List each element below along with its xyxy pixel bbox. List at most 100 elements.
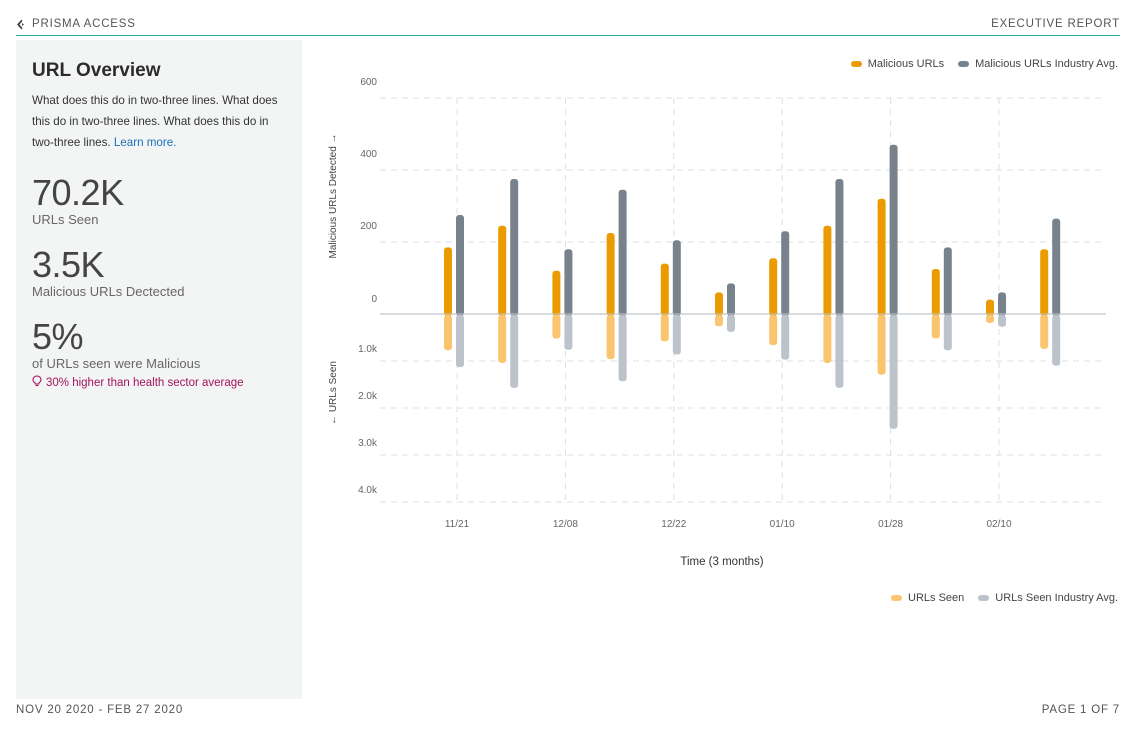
y-tick-label-bottom: 4.0k	[358, 485, 378, 496]
bar-seen	[552, 315, 561, 339]
bar-malicious-avg	[889, 144, 898, 316]
bar-seen-avg	[618, 315, 627, 382]
legend-item-seen[interactable]: URLs Seen	[891, 592, 964, 604]
y-axis-title-top: Malicious URLs Detected →	[328, 133, 339, 258]
bar-seen	[1040, 315, 1049, 349]
stat-malicious-percent: 5% of URLs seen were Malicious	[32, 317, 286, 371]
description-text: What does this do in two-three lines. Wh…	[32, 94, 278, 149]
bar-seen	[444, 315, 452, 351]
bar-malicious-avg	[618, 189, 627, 316]
x-tick-label: 12/08	[553, 519, 578, 530]
bar-seen-avg	[889, 315, 898, 429]
lightbulb-icon	[32, 375, 42, 390]
legend-swatch	[958, 61, 970, 67]
legend-swatch	[978, 595, 990, 601]
bar-seen	[986, 315, 994, 323]
bar-seen-avg	[781, 315, 790, 360]
y-tick-label-top: 600	[360, 77, 377, 88]
stat-label: Malicious URLs Dectected	[32, 284, 185, 299]
y-tick-label-bottom: 3.0k	[358, 438, 378, 449]
bar-malicious-avg	[835, 179, 844, 316]
bar-malicious	[931, 269, 940, 316]
bar-malicious-avg	[1052, 218, 1061, 316]
bar-malicious-avg	[998, 292, 1006, 316]
url-chart: 600 400 200 0 1.0k 2.0k 3.0k 4.0k 11/21 12/08 12/2…	[318, 50, 1118, 620]
chart-canvas: 600 400 200 0 1.0k 2.0k 3.0k 4.0k 11/21 12/08 12/2…	[328, 77, 1106, 568]
page-indicator: PAGE 1 OF 7	[1041, 704, 1120, 716]
x-tick-label: 01/28	[878, 519, 903, 530]
x-tick-label: 12/22	[661, 519, 686, 530]
bar-malicious	[660, 263, 669, 316]
legend-label: Malicious URLs Industry Avg.	[975, 58, 1118, 70]
bar-seen	[715, 315, 723, 327]
legend-label: URLs Seen Industry Avg.	[995, 592, 1118, 604]
stat-label: URLs Seen	[32, 212, 99, 227]
x-tick-label: 02/10	[986, 519, 1011, 530]
overview-panel: URL Overview What does this do in two-th…	[16, 40, 302, 699]
bar-malicious-avg	[672, 240, 681, 316]
date-range: NOV 20 2020 - FEB 27 2020	[16, 704, 184, 716]
bar-seen	[660, 315, 669, 342]
bar-seen-avg	[510, 315, 519, 388]
brand: PRISMA ACCESS	[16, 18, 136, 30]
bar-seen-avg	[564, 315, 573, 350]
bar-seen-avg	[1052, 315, 1061, 366]
panel-description: What does this do in two-three lines. Wh…	[32, 90, 284, 153]
bar-malicious	[552, 270, 561, 316]
x-tick-label: 01/10	[770, 519, 795, 530]
stat-label: of URLs seen were Malicious	[32, 356, 201, 371]
stat-malicious-detected: 3.5K Malicious URLs Dectected	[32, 245, 286, 299]
bar-malicious-avg	[456, 215, 464, 316]
stat-value: 3.5K	[32, 244, 105, 285]
y-axis-title-bottom: ← URLs Seen	[328, 361, 339, 425]
learn-more-link[interactable]: Learn more.	[113, 136, 177, 149]
bar-seen-avg	[456, 315, 464, 368]
legend-item-malicious[interactable]: Malicious URLs	[850, 58, 944, 70]
bar-seen	[931, 315, 940, 339]
legend-item-malicious-avg[interactable]: Malicious URLs Industry Avg.	[958, 58, 1118, 70]
bar-malicious	[1040, 249, 1049, 316]
bar-seen-avg	[672, 315, 681, 355]
stat-value: 5%	[32, 316, 84, 357]
stat-value: 70.2K	[32, 172, 124, 213]
panel-title: URL Overview	[32, 60, 161, 81]
bar-seen-avg	[943, 315, 952, 351]
legend-item-seen-avg[interactable]: URLs Seen Industry Avg.	[978, 592, 1118, 604]
y-tick-label-top: 0	[371, 294, 377, 305]
y-tick-label-bottom: 2.0k	[358, 391, 378, 402]
y-tick-label-top: 200	[360, 221, 377, 232]
bar-seen	[498, 315, 507, 363]
legend-bottom: URLs Seen URLs Seen Industry Avg.	[877, 592, 1118, 604]
bar-malicious	[444, 247, 452, 316]
bar-malicious-avg	[781, 231, 790, 316]
bar-seen-avg	[835, 315, 844, 388]
legend-top: Malicious URLs Malicious URLs Industry A…	[837, 58, 1118, 70]
stat-urls-seen: 70.2K URLs Seen	[32, 173, 286, 227]
bar-malicious	[877, 198, 886, 316]
legend-swatch	[850, 61, 862, 67]
insight-note: 30% higher than health sector average	[32, 375, 286, 390]
y-tick-label-bottom: 1.0k	[358, 344, 378, 355]
x-tick-label: 11/21	[445, 519, 470, 530]
report-header: PRISMA ACCESS EXECUTIVE REPORT	[16, 0, 1120, 36]
report-title: EXECUTIVE REPORT	[991, 18, 1120, 30]
bar-malicious	[986, 299, 994, 316]
bar-seen	[877, 315, 886, 375]
bar-seen-avg	[998, 315, 1006, 327]
bar-malicious	[606, 233, 615, 316]
prisma-logo-icon	[16, 19, 27, 30]
bar-seen	[823, 315, 832, 363]
bar-malicious-avg	[943, 247, 952, 316]
bar-seen	[769, 315, 778, 346]
bar-malicious	[498, 225, 507, 316]
bar-seen-avg	[727, 315, 735, 332]
legend-label: URLs Seen	[908, 592, 965, 604]
legend-swatch	[891, 595, 903, 601]
bar-seen	[606, 315, 615, 360]
bar-malicious	[769, 258, 778, 316]
bar-malicious-avg	[727, 283, 735, 316]
brand-name: PRISMA ACCESS	[32, 18, 136, 30]
y-tick-label-top: 400	[360, 149, 377, 160]
bar-malicious-avg	[510, 179, 519, 316]
insight-text: 30% higher than health sector average	[46, 376, 244, 389]
